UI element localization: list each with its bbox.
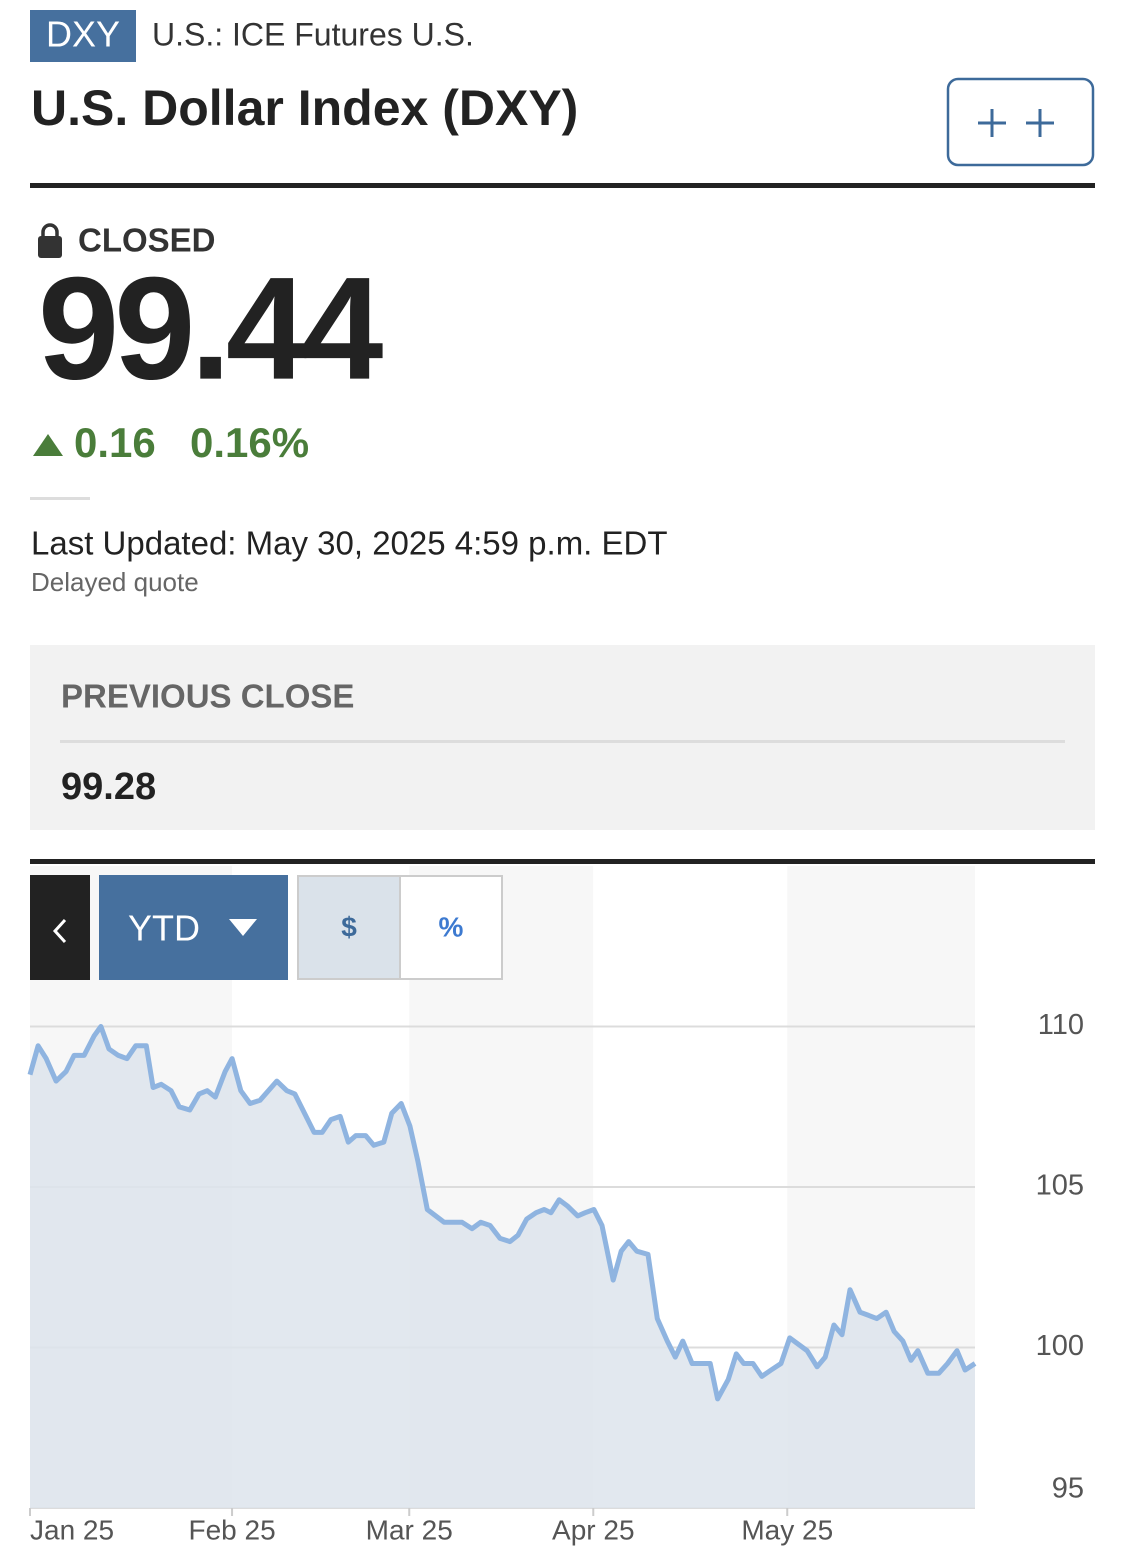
y-tick-label: 100 <box>1036 1330 1084 1362</box>
short-rule <box>30 497 90 500</box>
dropdown-bg <box>99 875 288 980</box>
previous-close-box <box>30 645 1095 830</box>
watchlist-button[interactable] <box>946 77 1095 167</box>
lock-icon <box>38 223 62 258</box>
previous-close-label: PREVIOUS CLOSE <box>61 678 354 715</box>
range-dropdown[interactable]: YTD <box>99 875 288 980</box>
x-tick-label: Feb 25 <box>188 1514 275 1545</box>
ticker: DXY <box>46 14 120 55</box>
area-fill <box>30 1026 975 1508</box>
y-tick-label: 105 <box>1036 1170 1084 1202</box>
x-tick-label: Mar 25 <box>366 1514 453 1545</box>
y-tick-label: 110 <box>1038 1009 1084 1041</box>
x-tick-label: Apr 25 <box>552 1514 635 1545</box>
up-arrow <box>33 434 63 456</box>
range-label: YTD <box>128 908 200 949</box>
change: 0.16 <box>74 419 156 466</box>
change-percent: 0.16% <box>190 419 309 466</box>
lock-body <box>38 236 62 258</box>
dollar-toggle[interactable] <box>297 875 401 980</box>
price-line <box>27 1024 977 1402</box>
dropdown-caret <box>229 919 257 936</box>
price: 99.44 <box>38 247 383 410</box>
lock-shackle <box>41 223 59 238</box>
exchange: U.S.: ICE Futures U.S. <box>152 16 474 52</box>
chart: 95 100 105 110 Jan 25 Feb 25 Mar 25 Apr 25 May 2… <box>27 1009 1084 1545</box>
button-frame <box>946 77 1095 167</box>
back-button[interactable] <box>30 875 90 980</box>
percent-label: % <box>439 911 464 942</box>
x-tick-label: Jan 25 <box>30 1514 114 1545</box>
last-updated: Last Updated: May 30, 2025 4:59 p.m. EDT <box>31 525 668 562</box>
market-status: CLOSED <box>78 222 216 259</box>
percent-toggle[interactable] <box>399 875 503 980</box>
chevron <box>52 918 67 944</box>
ticker-badge[interactable] <box>30 10 136 62</box>
rule <box>30 859 1095 864</box>
instrument-title: U.S. Dollar Index (DXY) <box>31 80 578 136</box>
plus-icons <box>978 109 1054 137</box>
previous-close-value: 99.28 <box>61 766 156 808</box>
x-tick-label: May 25 <box>741 1514 833 1545</box>
divider <box>60 740 1065 743</box>
y-tick-label: 95 <box>1052 1473 1084 1505</box>
delayed-note: Delayed quote <box>31 567 199 597</box>
dollar-label: $ <box>341 911 357 942</box>
rule <box>30 183 1095 188</box>
